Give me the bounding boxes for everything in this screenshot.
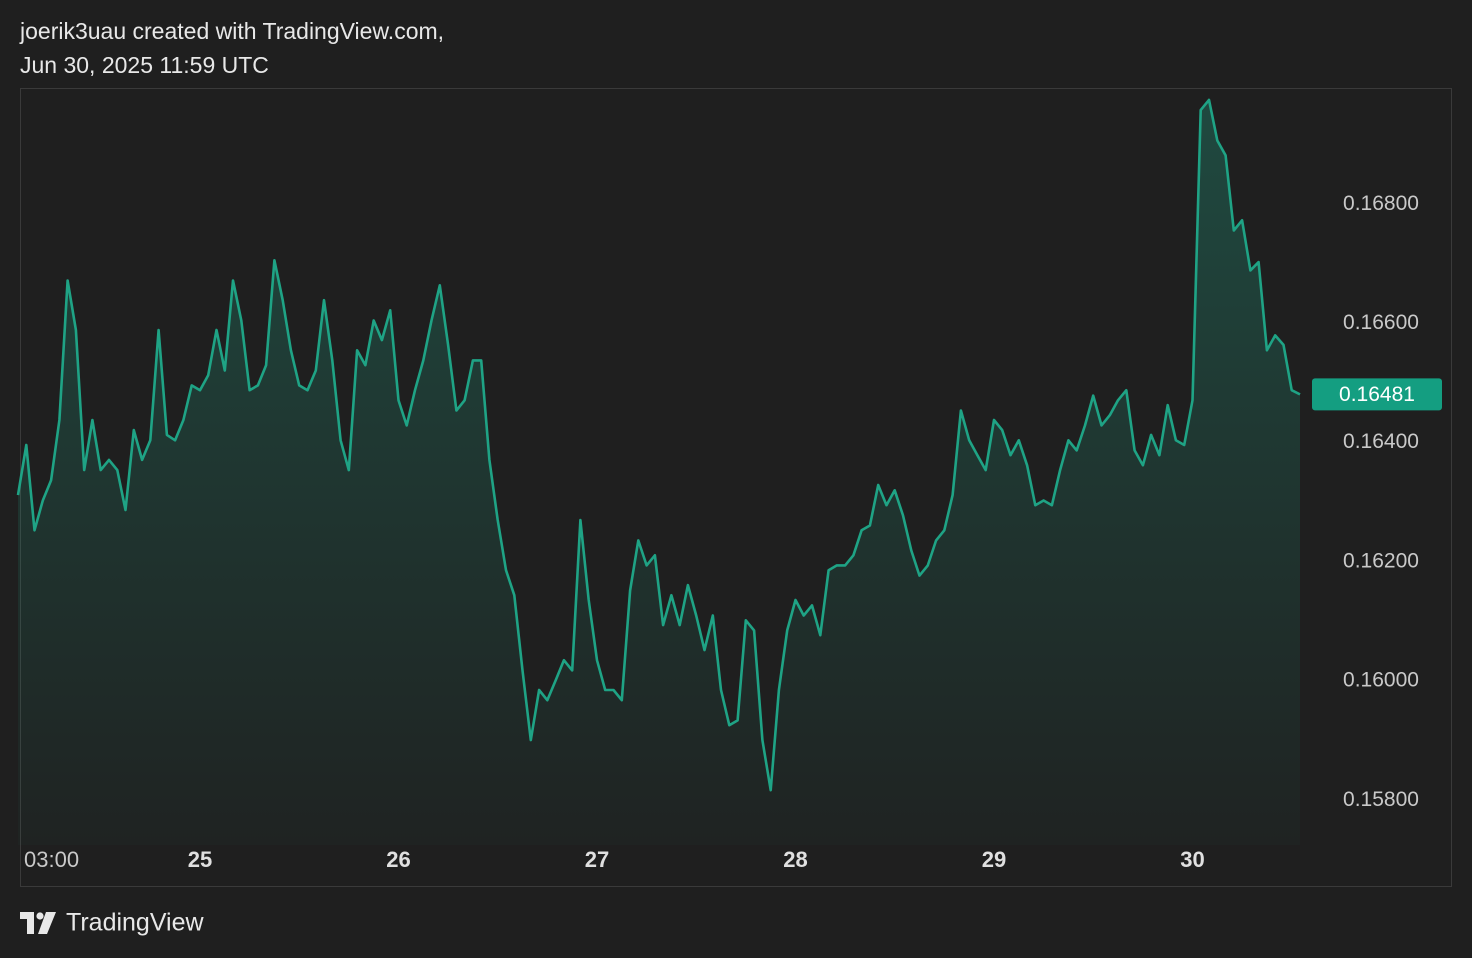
y-tick-label: 0.16000 [1343,669,1419,692]
x-tick-label: 25 [188,847,212,872]
x-tick-label: 03:00 [24,847,79,872]
area [18,99,1300,845]
last-price-label: 0.16481 [1339,383,1415,406]
x-tick-label: 30 [1180,847,1204,872]
y-tick-label: 0.16400 [1343,430,1419,453]
y-tick-label: 0.16200 [1343,549,1419,572]
x-tick-label: 28 [783,847,807,872]
x-tick-label: 27 [585,847,609,872]
y-tick-label: 0.15800 [1343,788,1419,811]
x-tick-label: 29 [982,847,1006,872]
title: joerik3uau created with TradingView.com, [20,18,445,44]
line [16,98,1301,792]
brand: TradingView [66,909,205,937]
y-tick-label: 0.16600 [1343,311,1419,334]
last-price-tag [1312,378,1442,411]
logo [20,912,56,934]
subtitle: Jun 30, 2025 11:59 UTC [20,52,269,78]
x-tick-label: 26 [386,847,410,872]
y-tick-label: 0.16800 [1343,192,1419,215]
